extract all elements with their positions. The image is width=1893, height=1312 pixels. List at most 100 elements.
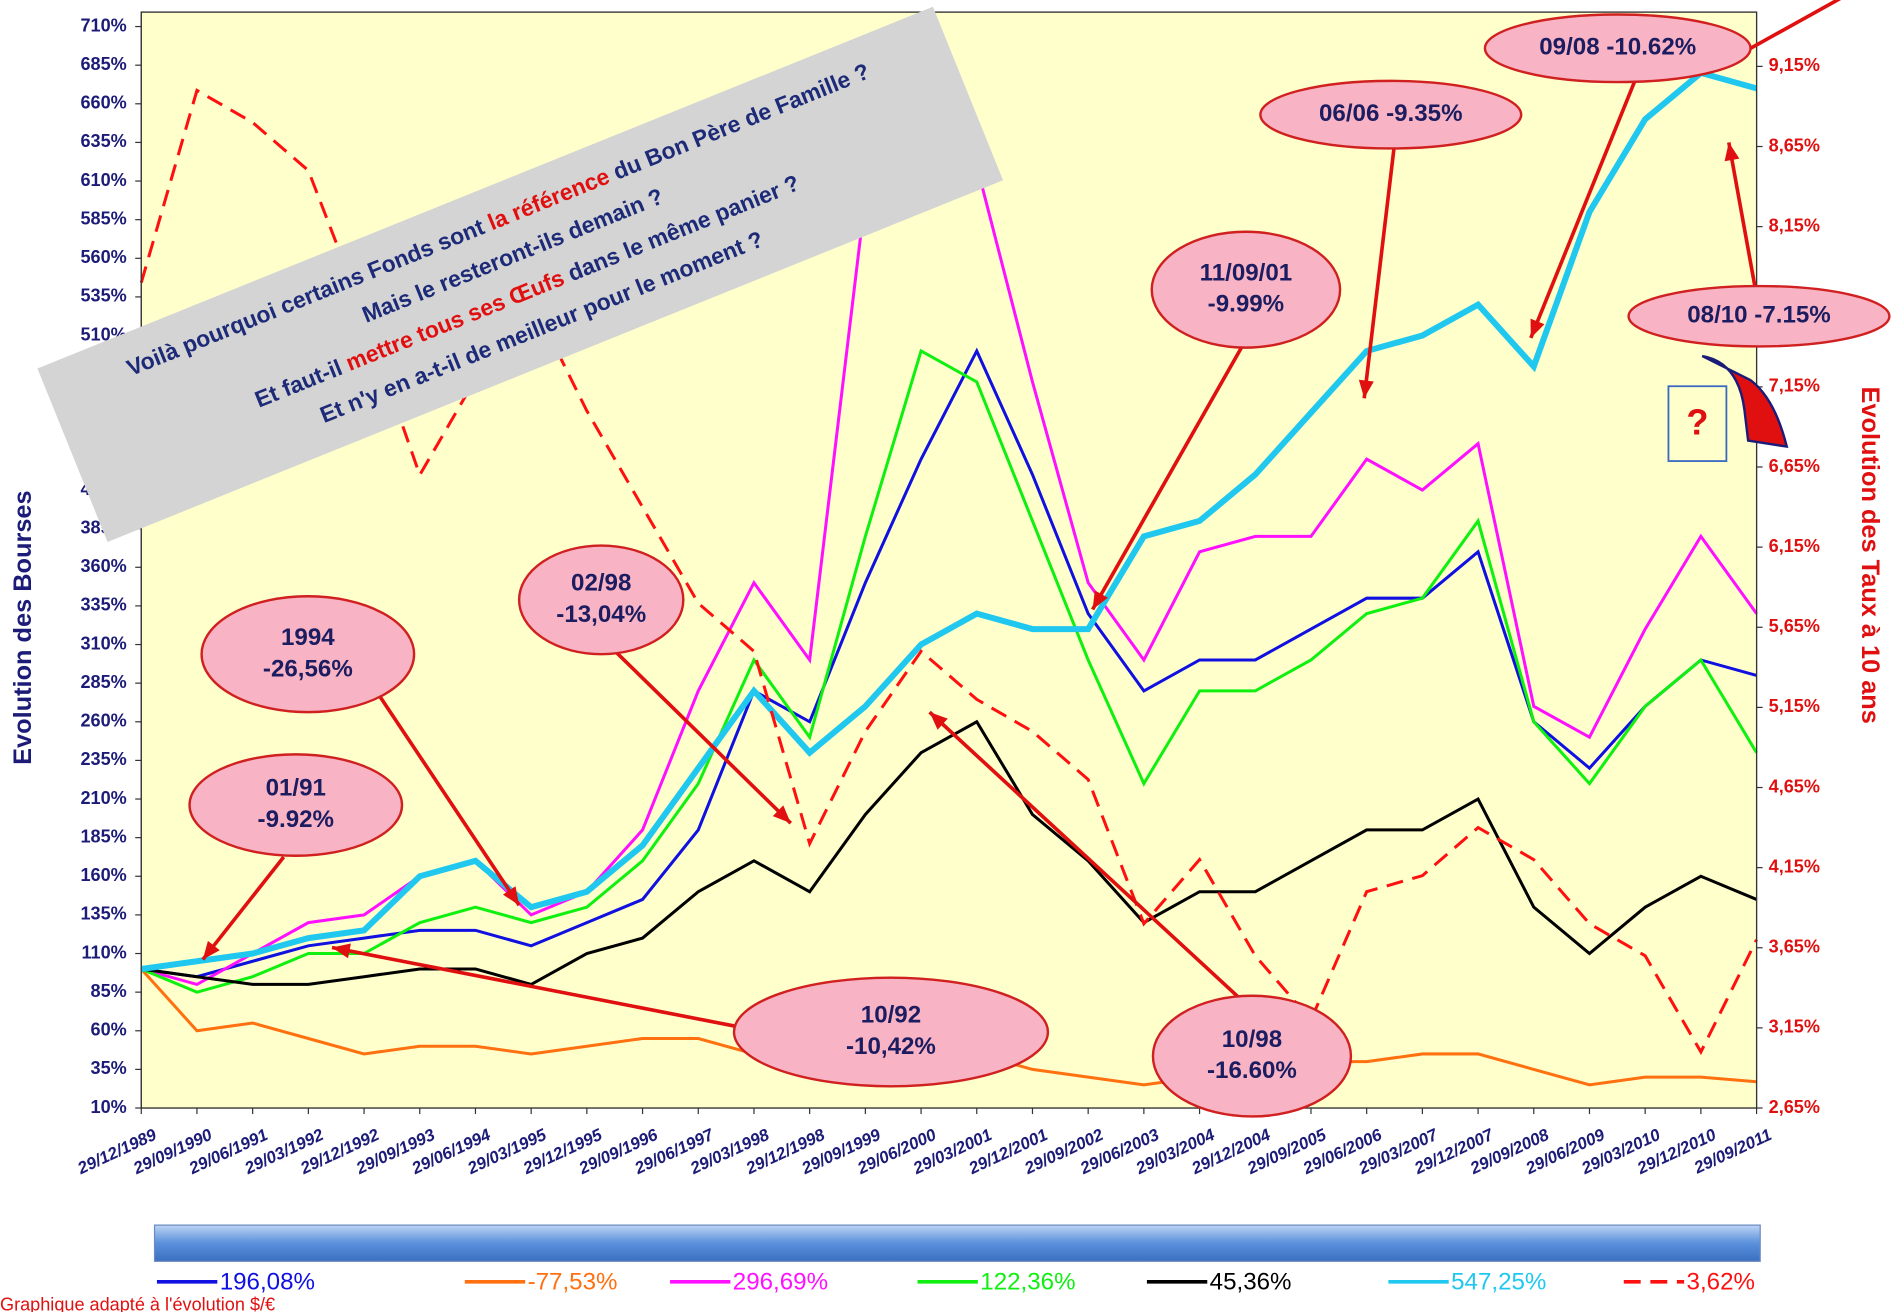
y2-tick-label: 4,15%	[1769, 856, 1820, 876]
scroll-bar	[153, 1224, 1761, 1262]
arrow-head	[1358, 379, 1374, 399]
arrow	[614, 650, 793, 825]
y2-tick-label: 6,15%	[1769, 536, 1820, 556]
series-line	[140, 348, 1758, 994]
y-tick-label: 110%	[81, 942, 126, 962]
arrow-head	[202, 940, 220, 960]
y-tick-label: 360%	[80, 556, 126, 576]
y2-tick-label: 9,15%	[1769, 55, 1820, 75]
callout	[1627, 284, 1891, 348]
arrow	[201, 855, 286, 961]
arrow-head	[502, 886, 520, 906]
y-tick-label: 10%	[91, 1097, 127, 1117]
y2-tick-label: 8,15%	[1769, 215, 1820, 235]
callout-text: 08/10 -7.15%	[1687, 302, 1831, 329]
highlight-box	[1667, 385, 1728, 462]
callout-text: -16.60%	[1207, 1057, 1297, 1084]
legend-label: 547,25%	[1451, 1268, 1546, 1295]
question-mark: ?	[1686, 401, 1708, 442]
callout	[732, 976, 1050, 1088]
callout	[1150, 230, 1342, 349]
callout-text: 11/09/01	[1200, 259, 1293, 286]
arrow	[1727, 142, 1759, 297]
y-tick-label: 710%	[80, 15, 126, 35]
callout-text: 10/92	[861, 1002, 921, 1029]
arrow	[1749, 0, 1842, 50]
arrow	[372, 686, 521, 907]
annotations: 01/91 -9.92% 1994 -26,56% 02/98 -13,04% 10/92 -…	[188, 0, 1891, 1118]
callout-text: 02/98	[571, 570, 631, 597]
y-tick-label: 35%	[91, 1058, 127, 1078]
series-line	[139, 88, 1758, 1056]
legend-label: 196,08%	[220, 1268, 315, 1295]
y2-tick-label: 6,65%	[1769, 456, 1820, 476]
series-line	[141, 719, 1758, 987]
y-tick-label: 560%	[80, 247, 126, 267]
y2-tick-label: 2,65%	[1769, 1097, 1820, 1117]
y-tick-label: 310%	[80, 633, 126, 653]
banner-box	[37, 6, 1004, 542]
arrow	[1529, 77, 1638, 339]
y-tick-label: 585%	[80, 208, 126, 228]
y-tick-label: 335%	[80, 595, 126, 615]
callout	[200, 595, 416, 714]
arrow-head	[331, 943, 351, 959]
y-tick-label: 185%	[80, 826, 126, 846]
callout	[517, 544, 685, 656]
arrow-head	[1724, 142, 1740, 162]
arrow-head	[772, 805, 791, 824]
y2-tick-label: 3,15%	[1769, 1017, 1820, 1037]
y2-tick-label: 3,65%	[1769, 937, 1820, 957]
callout-text: 09/08 -10.62%	[1539, 34, 1696, 61]
arrow-head	[1092, 590, 1108, 610]
arrow-head	[929, 712, 948, 730]
callout	[1151, 994, 1353, 1118]
y2-tick-label: 5,65%	[1769, 616, 1820, 636]
callout-text: -13,04%	[556, 601, 646, 628]
y-tick-label: 160%	[80, 865, 126, 885]
y-tick-label: 210%	[80, 788, 126, 808]
footnote: Graphique adapté à l'évolution $/€	[0, 1295, 275, 1312]
callout-text: -10,42%	[846, 1033, 936, 1060]
y-tick-label: 660%	[80, 93, 126, 113]
legend-label: 3,62%	[1687, 1268, 1755, 1295]
y2-tick-label: 7,15%	[1769, 376, 1820, 396]
y-axis-title: Evolution des Bourses	[9, 490, 37, 764]
y2-tick-label: 5,15%	[1769, 696, 1820, 716]
legend-label: 122,36%	[980, 1268, 1075, 1295]
arrow-head	[1530, 318, 1545, 338]
legend-label: -77,53%	[528, 1268, 618, 1295]
y-tick-label: 60%	[91, 1020, 127, 1040]
callout-text: 1994	[281, 624, 335, 651]
callout-text: 10/98	[1222, 1026, 1282, 1053]
y-tick-label: 85%	[91, 981, 127, 1001]
y-tick-label: 260%	[80, 711, 126, 731]
legend-label: 296,69%	[733, 1268, 828, 1295]
y-tick-label: 635%	[80, 131, 126, 151]
y-tick-label: 685%	[80, 54, 126, 74]
y-tick-label: 285%	[80, 672, 126, 692]
callout-text: -9.92%	[258, 806, 334, 833]
series-line	[141, 347, 1757, 979]
callout	[188, 753, 404, 857]
y-tick-label: 235%	[80, 749, 126, 769]
arrow	[331, 945, 735, 1028]
flag	[1701, 354, 1789, 449]
y-tick-label: 135%	[80, 904, 126, 924]
y-tick-label: 535%	[80, 286, 126, 306]
callout-text: -26,56%	[263, 655, 353, 682]
callout-text: 01/91	[266, 775, 326, 802]
callout	[1259, 79, 1523, 150]
callout-text: 06/06 -9.35%	[1319, 100, 1463, 127]
arrow	[1362, 144, 1397, 399]
legend: 196,08% -77,53% 296,69% 122,36% 45,36% 547,25…	[156, 1268, 1755, 1295]
y2-axis-title: Evolution des Taux à 10 ans	[1856, 387, 1884, 724]
arrow	[928, 710, 1245, 1004]
plot-border	[140, 11, 1758, 1109]
arrow	[1091, 343, 1246, 611]
y-tick-label: 610%	[80, 170, 126, 190]
y2-tick-label: 4,65%	[1769, 776, 1820, 796]
callout-text: -9.99%	[1208, 291, 1284, 318]
legend-label: 45,36%	[1210, 1268, 1292, 1295]
